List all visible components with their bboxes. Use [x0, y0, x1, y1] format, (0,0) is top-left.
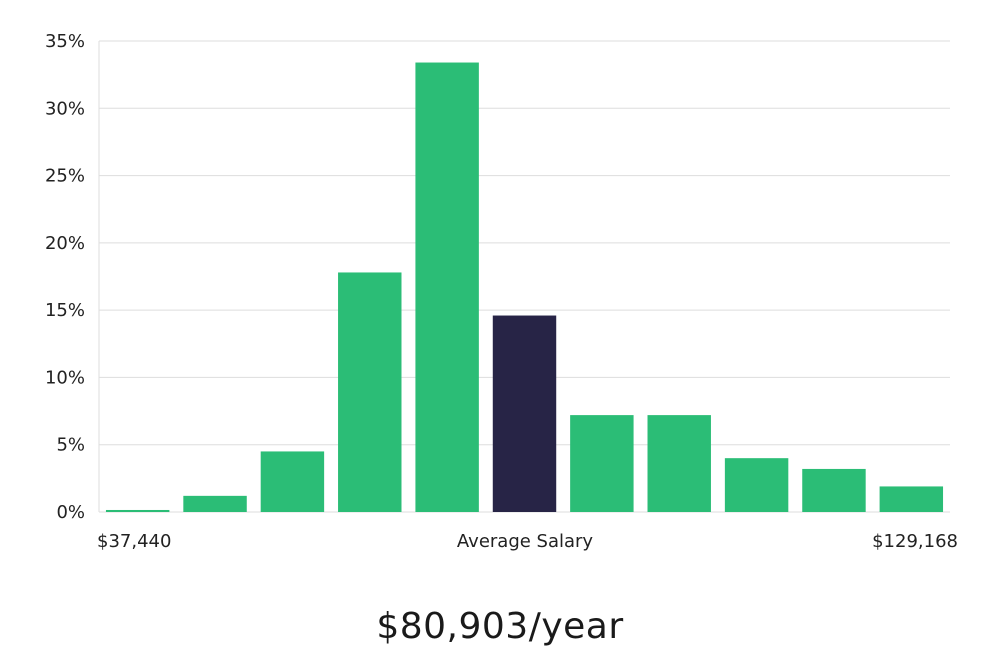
bar	[647, 415, 711, 512]
bar	[183, 495, 247, 512]
y-tick-label: 30%	[45, 98, 85, 119]
salary-histogram: 0% 5% 10% 15% 20% 25% 30% 35% $37,440 Average S…	[45, 31, 958, 552]
y-tick-label: 25%	[45, 166, 85, 187]
bar-average-salary	[492, 315, 557, 512]
y-tick-label: 0%	[56, 502, 85, 523]
y-tick-label: 20%	[45, 233, 85, 254]
bar	[338, 272, 402, 512]
y-tick-label: 35%	[45, 31, 85, 52]
bar	[415, 62, 479, 512]
bar	[260, 451, 325, 512]
x-label-max: $129,168	[872, 531, 958, 552]
bar	[105, 509, 170, 512]
y-axis-ticks: 0% 5% 10% 15% 20% 25% 30% 35%	[45, 31, 85, 523]
bars	[105, 62, 944, 512]
x-label-average: Average Salary	[457, 531, 594, 552]
bar	[724, 458, 789, 512]
x-label-min: $37,440	[97, 531, 171, 552]
bar	[570, 415, 634, 512]
average-salary-caption: $80,903/year	[376, 606, 624, 647]
bar	[879, 486, 944, 512]
y-tick-label: 15%	[45, 300, 85, 321]
y-tick-label: 5%	[56, 435, 85, 456]
y-tick-label: 10%	[45, 367, 85, 388]
bar	[802, 468, 866, 512]
